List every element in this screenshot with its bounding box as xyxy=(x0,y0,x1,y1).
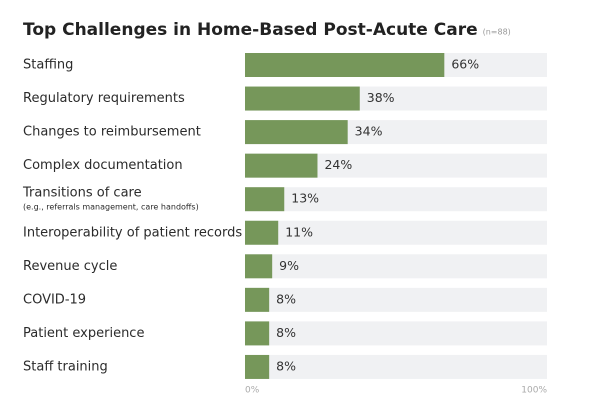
bar-track xyxy=(245,321,547,346)
bar xyxy=(245,287,270,312)
category-label: Staff training xyxy=(23,359,108,374)
bar xyxy=(245,354,270,379)
category-label: Complex documentation xyxy=(23,158,183,173)
bar xyxy=(245,187,285,212)
bar xyxy=(245,86,360,111)
category-label: Interoperability of patient records xyxy=(23,225,242,240)
value-label: 66% xyxy=(451,57,479,72)
bar-track xyxy=(245,254,547,279)
x-tick-label: 0% xyxy=(245,386,260,396)
value-label: 38% xyxy=(367,90,395,105)
bar xyxy=(245,220,279,245)
bar xyxy=(245,120,348,145)
category-label: Transitions of care xyxy=(22,186,142,201)
chart-subtitle: (n=88) xyxy=(483,28,511,37)
value-label: 9% xyxy=(279,258,299,273)
bar-track xyxy=(245,354,547,379)
value-label: 34% xyxy=(355,124,383,139)
value-label: 8% xyxy=(276,358,296,373)
bar xyxy=(245,254,273,279)
bar-track xyxy=(245,187,547,212)
value-label: 24% xyxy=(324,157,352,172)
chart-title: Top Challenges in Home-Based Post-Acute … xyxy=(23,20,478,40)
x-tick-label: 100% xyxy=(521,386,547,396)
value-label: 13% xyxy=(291,191,319,206)
value-label: 11% xyxy=(285,224,313,239)
bar xyxy=(245,321,270,346)
category-note: (e.g., referrals management, care handof… xyxy=(23,203,199,212)
value-label: 8% xyxy=(276,291,296,306)
category-label: Revenue cycle xyxy=(23,259,117,274)
bar xyxy=(245,153,318,178)
bar-track xyxy=(245,287,547,312)
value-label: 8% xyxy=(276,325,296,340)
bar xyxy=(245,53,445,77)
category-label: Staffing xyxy=(23,58,73,73)
category-label: Patient experience xyxy=(23,326,144,341)
category-label: Regulatory requirements xyxy=(23,91,185,106)
category-label: COVID-19 xyxy=(23,292,86,307)
category-label: Changes to reimbursement xyxy=(23,125,201,140)
bar-track xyxy=(245,220,547,245)
